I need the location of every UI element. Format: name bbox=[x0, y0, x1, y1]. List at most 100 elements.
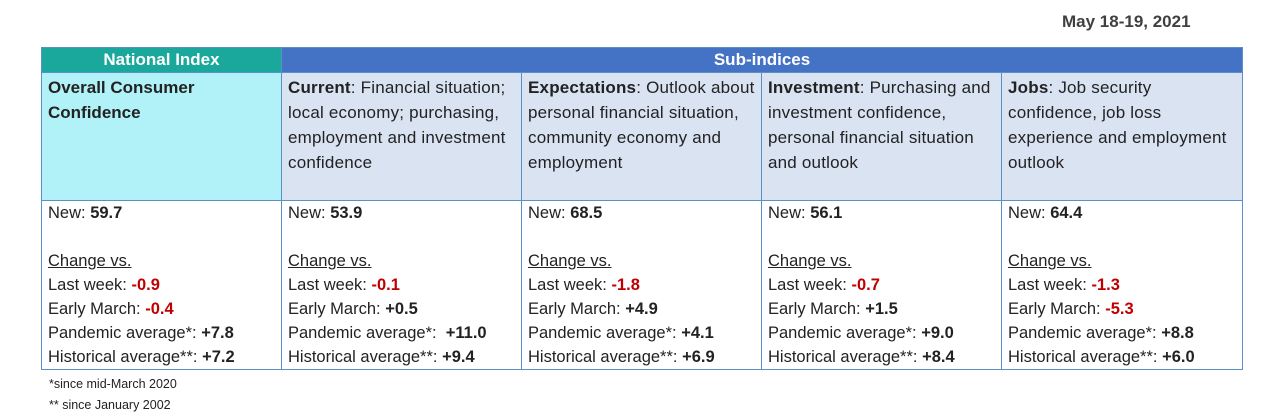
early-march-line: Early March: +1.5 bbox=[768, 297, 995, 321]
last-week-label: Last week: bbox=[288, 276, 367, 294]
historical-label: Historical average**: bbox=[528, 348, 678, 366]
historical-value: +6.9 bbox=[682, 348, 715, 366]
jobs-stats-cell: New: 64.4 Change vs. Last week: -1.3 Ear… bbox=[1000, 200, 1244, 370]
report-date: May 18-19, 2021 bbox=[1062, 12, 1191, 31]
new-value: 56.1 bbox=[810, 204, 843, 222]
historical-line: Historical average**: +6.9 bbox=[528, 345, 755, 369]
pandemic-value: +7.8 bbox=[201, 324, 234, 342]
last-week-label: Last week: bbox=[528, 276, 607, 294]
last-week-value: -0.7 bbox=[851, 276, 880, 294]
pandemic-value: +9.0 bbox=[921, 324, 954, 342]
overall-title: Overall Consumer Confidence bbox=[48, 78, 195, 122]
confidence-index-table: National Index Sub-indices Overall Consu… bbox=[41, 47, 1244, 370]
new-label: New: bbox=[768, 204, 806, 222]
investment-description-cell: Investment: Purchasing and investment co… bbox=[761, 72, 1002, 201]
pandemic-value: +11.0 bbox=[445, 324, 487, 342]
historical-label: Historical average**: bbox=[768, 348, 918, 366]
pandemic-line: Pandemic average*: +7.8 bbox=[48, 321, 275, 345]
historical-line: Historical average**: +6.0 bbox=[1008, 345, 1236, 369]
pandemic-label: Pandemic average*: bbox=[1008, 324, 1157, 342]
last-week-value: -1.8 bbox=[611, 276, 640, 294]
last-week-line: Last week: -1.8 bbox=[528, 273, 755, 297]
pandemic-line: Pandemic average*: +8.8 bbox=[1008, 321, 1236, 345]
jobs-desc: : Job security confidence, job loss expe… bbox=[1008, 78, 1227, 172]
last-week-label: Last week: bbox=[1008, 276, 1087, 294]
historical-label: Historical average**: bbox=[1008, 348, 1158, 366]
historical-label: Historical average**: bbox=[288, 348, 438, 366]
new-value: 59.7 bbox=[90, 204, 123, 222]
new-value: 53.9 bbox=[330, 204, 363, 222]
footnote-historical: ** since January 2002 bbox=[49, 398, 171, 412]
change-vs-label: Change vs. bbox=[1008, 252, 1092, 270]
new-line: New: 64.4 bbox=[1008, 201, 1236, 225]
historical-value: +6.0 bbox=[1162, 348, 1195, 366]
historical-line: Historical average**: +8.4 bbox=[768, 345, 995, 369]
historical-line: Historical average**: +9.4 bbox=[288, 345, 515, 369]
pandemic-label: Pandemic average*: bbox=[528, 324, 677, 342]
early-march-value: +4.9 bbox=[625, 300, 658, 318]
current-stats-cell: New: 53.9 Change vs. Last week: -0.1 Ear… bbox=[281, 200, 522, 370]
overall-description-cell: Overall Consumer Confidence bbox=[41, 72, 282, 201]
last-week-line: Last week: -0.9 bbox=[48, 273, 275, 297]
early-march-value: +1.5 bbox=[865, 300, 898, 318]
expectations-title: Expectations bbox=[528, 78, 637, 97]
last-week-value: -1.3 bbox=[1091, 276, 1120, 294]
change-vs-label: Change vs. bbox=[768, 252, 852, 270]
early-march-value: -5.3 bbox=[1105, 300, 1134, 318]
national-index-header: National Index bbox=[41, 47, 282, 73]
expectations-desc: : Outlook about personal financial situa… bbox=[528, 78, 755, 172]
investment-desc: : Purchasing and investment confidence, … bbox=[768, 78, 991, 172]
historical-value: +9.4 bbox=[442, 348, 475, 366]
expectations-stats-cell: New: 68.5 Change vs. Last week: -1.8 Ear… bbox=[521, 200, 762, 370]
early-march-label: Early March: bbox=[768, 300, 861, 318]
last-week-line: Last week: -0.7 bbox=[768, 273, 995, 297]
investment-stats-cell: New: 56.1 Change vs. Last week: -0.7 Ear… bbox=[761, 200, 1002, 370]
historical-label: Historical average**: bbox=[48, 348, 198, 366]
new-label: New: bbox=[288, 204, 326, 222]
early-march-label: Early March: bbox=[528, 300, 621, 318]
new-value: 68.5 bbox=[570, 204, 603, 222]
last-week-value: -0.9 bbox=[131, 276, 160, 294]
last-week-value: -0.1 bbox=[371, 276, 400, 294]
pandemic-label: Pandemic average*: bbox=[288, 324, 437, 342]
historical-value: +8.4 bbox=[922, 348, 955, 366]
early-march-line: Early March: -5.3 bbox=[1008, 297, 1236, 321]
jobs-title: Jobs bbox=[1008, 78, 1049, 97]
change-vs-label: Change vs. bbox=[48, 252, 132, 270]
early-march-label: Early March: bbox=[288, 300, 381, 318]
pandemic-label: Pandemic average*: bbox=[48, 324, 197, 342]
pandemic-line: Pandemic average*: +4.1 bbox=[528, 321, 755, 345]
last-week-label: Last week: bbox=[768, 276, 847, 294]
description-row: Overall Consumer Confidence Current: Fin… bbox=[41, 72, 1244, 201]
overall-stats-cell: New: 59.7 Change vs. Last week: -0.9 Ear… bbox=[41, 200, 282, 370]
early-march-value: +0.5 bbox=[385, 300, 418, 318]
header-row: National Index Sub-indices bbox=[41, 47, 1244, 73]
last-week-line: Last week: -1.3 bbox=[1008, 273, 1236, 297]
pandemic-line: Pandemic average*: +9.0 bbox=[768, 321, 995, 345]
pandemic-label: Pandemic average*: bbox=[768, 324, 917, 342]
current-description-cell: Current: Financial situation; local econ… bbox=[281, 72, 522, 201]
investment-title: Investment bbox=[768, 78, 860, 97]
change-vs-label: Change vs. bbox=[528, 252, 612, 270]
early-march-label: Early March: bbox=[1008, 300, 1101, 318]
sub-indices-header: Sub-indices bbox=[280, 47, 1244, 73]
last-week-line: Last week: -0.1 bbox=[288, 273, 515, 297]
expectations-description-cell: Expectations: Outlook about personal fin… bbox=[521, 72, 762, 201]
current-desc: : Financial situation; local economy; pu… bbox=[288, 78, 506, 172]
early-march-line: Early March: -0.4 bbox=[48, 297, 275, 321]
early-march-line: Early March: +0.5 bbox=[288, 297, 515, 321]
historical-line: Historical average**: +7.2 bbox=[48, 345, 275, 369]
new-line: New: 56.1 bbox=[768, 201, 995, 225]
stats-row: New: 59.7 Change vs. Last week: -0.9 Ear… bbox=[41, 200, 1244, 370]
historical-value: +7.2 bbox=[202, 348, 235, 366]
early-march-line: Early March: +4.9 bbox=[528, 297, 755, 321]
last-week-label: Last week: bbox=[48, 276, 127, 294]
footnote-pandemic: *since mid-March 2020 bbox=[49, 377, 177, 391]
new-line: New: 53.9 bbox=[288, 201, 515, 225]
change-vs-label: Change vs. bbox=[288, 252, 372, 270]
early-march-value: -0.4 bbox=[145, 300, 174, 318]
early-march-label: Early March: bbox=[48, 300, 141, 318]
new-label: New: bbox=[1008, 204, 1046, 222]
new-line: New: 68.5 bbox=[528, 201, 755, 225]
pandemic-value: +8.8 bbox=[1161, 324, 1194, 342]
